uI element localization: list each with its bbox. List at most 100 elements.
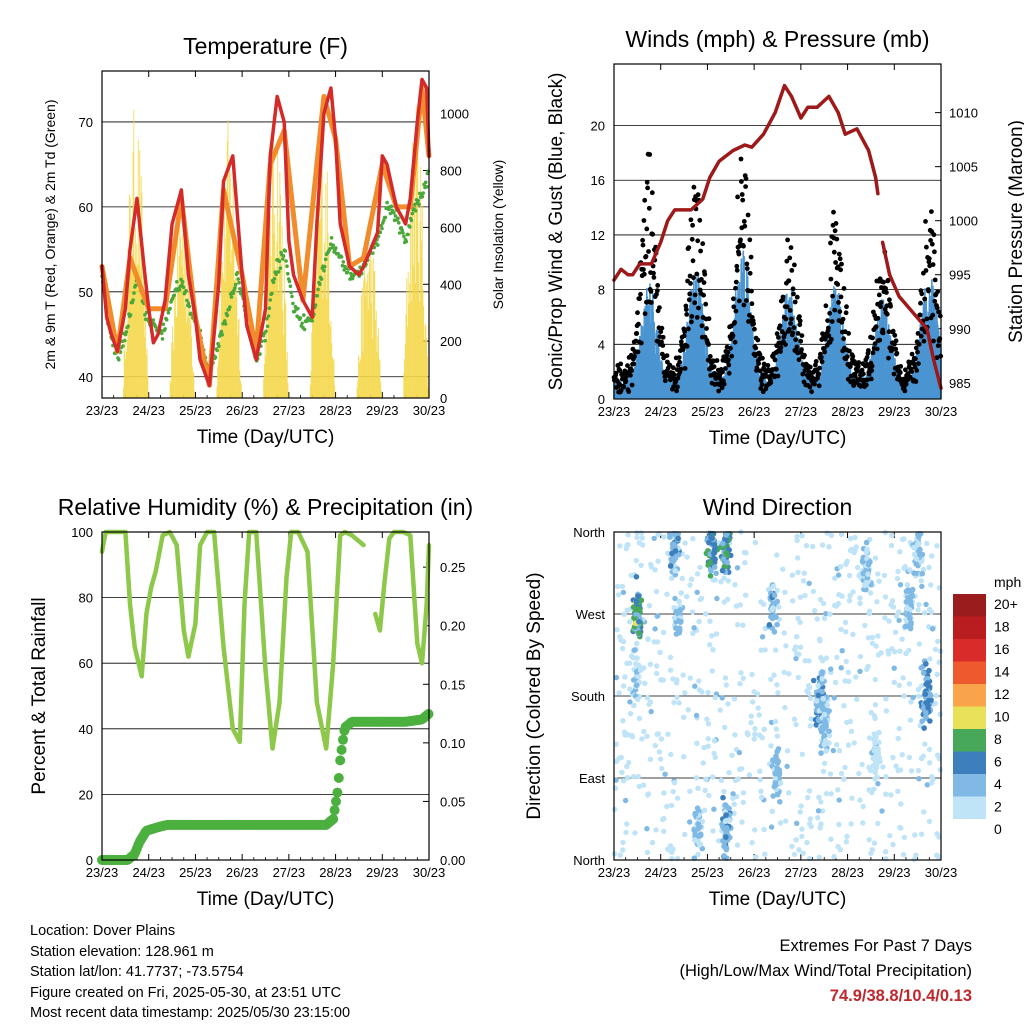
direction-point	[897, 648, 903, 654]
direction-point	[633, 557, 639, 564]
direction-point	[673, 631, 680, 637]
dewpoint-point	[302, 313, 306, 317]
direction-point	[913, 556, 920, 562]
direction-point	[911, 570, 917, 576]
direction-point	[703, 776, 709, 782]
gust-point	[726, 370, 732, 376]
direction-point	[692, 831, 698, 837]
direction-point	[891, 665, 897, 671]
gust-point	[772, 357, 778, 363]
direction-point	[634, 534, 640, 541]
direction-point	[934, 543, 940, 549]
direction-point	[808, 823, 814, 830]
dewpoint-point	[229, 295, 234, 299]
dewpoint-point	[318, 282, 322, 287]
direction-point	[652, 567, 658, 573]
direction-point	[660, 629, 667, 636]
gust-point	[638, 340, 644, 346]
direction-point	[756, 712, 762, 718]
gust-point	[807, 384, 813, 390]
gust-point	[859, 367, 865, 373]
gust-point	[855, 363, 861, 369]
direction-point	[749, 699, 756, 705]
gust-point	[692, 292, 698, 298]
direction-point	[710, 828, 716, 834]
gust-point	[919, 291, 925, 297]
direction-point	[668, 802, 675, 809]
x-tick-label: 29/23	[878, 865, 911, 880]
direction-point	[684, 554, 690, 560]
gust-point	[915, 349, 920, 355]
direction-point	[772, 775, 778, 782]
gust-point	[759, 382, 765, 388]
gust-point	[758, 386, 764, 391]
direction-point	[891, 679, 897, 685]
direction-point	[627, 619, 633, 625]
direction-point	[630, 773, 637, 780]
direction-point	[670, 846, 676, 852]
dewpoint-point	[420, 194, 425, 199]
y-tick-label: 4	[598, 337, 605, 352]
direction-point	[818, 654, 824, 661]
direction-point	[693, 775, 700, 781]
direction-point	[729, 752, 735, 759]
colorbar-label: 8	[994, 731, 1002, 747]
gust-point	[833, 260, 838, 265]
direction-point	[796, 847, 802, 853]
direction-point	[646, 603, 653, 609]
gust-point	[623, 378, 629, 384]
direction-point	[725, 701, 731, 707]
dewpoint-point	[344, 266, 348, 271]
direction-point	[910, 694, 916, 701]
direction-point	[926, 667, 932, 674]
direction-point	[872, 759, 879, 765]
direction-point	[634, 696, 641, 703]
direction-point	[725, 578, 731, 584]
direction-point	[906, 681, 913, 687]
gust-point	[877, 337, 883, 343]
y-tick-label: 20	[79, 787, 93, 802]
gust-point	[686, 326, 691, 332]
gust-point	[868, 376, 874, 382]
y-tick-label: North	[573, 853, 605, 868]
direction-point	[821, 615, 828, 622]
dewpoint-point	[349, 271, 353, 276]
dewpoint-point	[401, 231, 405, 235]
gust-point	[641, 218, 647, 223]
direction-point	[707, 559, 713, 566]
rainfall-point	[328, 814, 339, 824]
direction-point	[819, 724, 825, 731]
direction-point	[695, 785, 701, 791]
colorbar-swatch	[953, 706, 986, 729]
direction-point	[616, 755, 622, 762]
direction-point	[712, 544, 719, 551]
dewpoint-point	[237, 280, 241, 285]
direction-point	[857, 797, 863, 803]
y2-tick-label: 0	[440, 391, 447, 406]
direction-point	[753, 854, 759, 860]
gust-point	[651, 270, 656, 276]
direction-point	[871, 786, 877, 792]
gust-point	[694, 315, 700, 320]
direction-point	[935, 854, 941, 860]
direction-point	[636, 618, 642, 625]
x-tick-label: 24/23	[132, 865, 165, 880]
direction-point	[889, 532, 895, 539]
direction-point	[723, 550, 729, 556]
dewpoint-point	[397, 221, 401, 225]
x-tick-label: 26/23	[226, 865, 259, 880]
dewpoint-point	[186, 301, 191, 306]
direction-point	[804, 688, 810, 694]
dewpoint-point	[164, 318, 169, 322]
gust-point	[640, 237, 645, 243]
gust-point	[800, 371, 806, 377]
direction-point	[722, 724, 728, 731]
gust-point	[729, 353, 735, 359]
direction-point	[633, 682, 640, 688]
dewpoint-point	[123, 332, 128, 337]
gust-point	[731, 296, 736, 302]
direction-point	[688, 576, 695, 582]
gust-point	[860, 371, 866, 377]
gust-point	[829, 319, 835, 324]
gust-point	[825, 318, 830, 323]
